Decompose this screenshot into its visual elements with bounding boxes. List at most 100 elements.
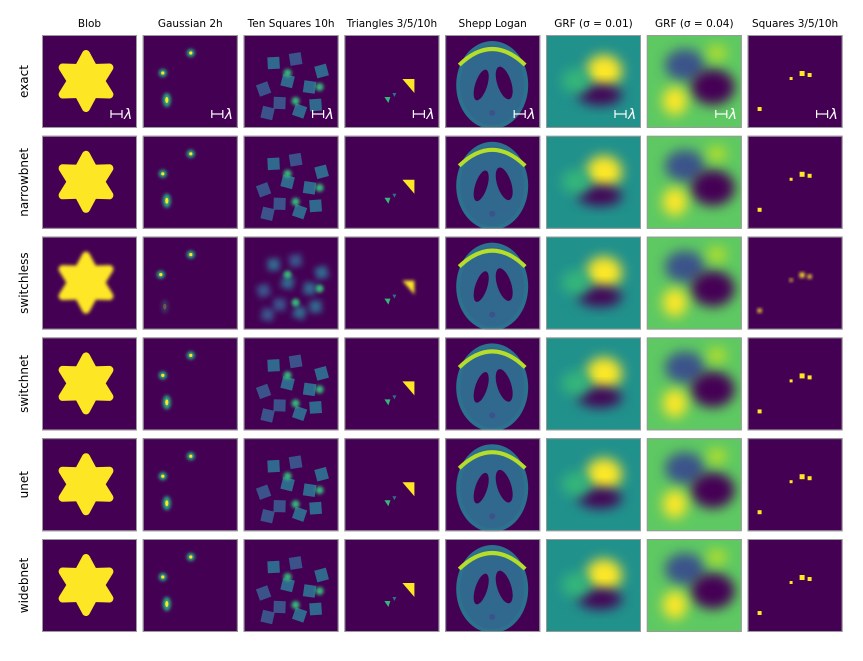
square-patch bbox=[288, 354, 303, 369]
heatmap-panel bbox=[747, 438, 843, 532]
square-patch bbox=[288, 152, 303, 167]
panel-content bbox=[255, 455, 329, 524]
phantom-inner bbox=[460, 549, 525, 629]
grf-high bbox=[586, 458, 622, 491]
square-patch bbox=[267, 258, 280, 271]
gaussian-spot-core bbox=[161, 71, 165, 75]
heatmap-panel: λ bbox=[546, 35, 641, 128]
phantom-rim bbox=[457, 349, 527, 369]
gaussian-spot-core bbox=[165, 97, 169, 103]
square-patch bbox=[260, 408, 275, 423]
square-patch bbox=[302, 382, 317, 397]
panel-border bbox=[42, 135, 137, 229]
square-small bbox=[757, 207, 762, 212]
blob-shape bbox=[58, 50, 114, 112]
scale-bar-label: λ bbox=[829, 107, 838, 123]
scale-bar-label: λ bbox=[627, 107, 636, 123]
panel-content bbox=[456, 141, 529, 229]
phantom-right-lobe bbox=[495, 66, 513, 100]
phantom-right-lobe bbox=[495, 469, 513, 503]
panel-background bbox=[344, 438, 440, 532]
square-small bbox=[799, 71, 805, 76]
panel-content bbox=[158, 49, 195, 107]
gaussian-spot-core bbox=[189, 555, 193, 559]
square-patch bbox=[291, 103, 308, 119]
square-small bbox=[789, 278, 793, 282]
heatmap-panel bbox=[42, 337, 137, 431]
square-patch bbox=[302, 181, 317, 195]
panel-content bbox=[562, 458, 622, 509]
square-small bbox=[807, 274, 812, 279]
phantom-left-lobe bbox=[473, 271, 489, 302]
square-patch bbox=[314, 466, 329, 482]
gaussian-spot bbox=[160, 299, 169, 314]
scale-bar-label: λ bbox=[224, 107, 233, 123]
panel-border bbox=[445, 438, 541, 532]
phantom-inner bbox=[460, 448, 525, 529]
square-highlight bbox=[291, 601, 300, 609]
square-patch bbox=[273, 499, 286, 513]
square-highlight bbox=[291, 197, 300, 206]
panel-content bbox=[662, 448, 735, 519]
heatmap-panel bbox=[445, 135, 541, 229]
panel-border bbox=[243, 438, 339, 532]
heatmap-panel bbox=[344, 135, 440, 229]
column-title: Shepp Logan bbox=[459, 18, 527, 30]
heatmap-panel bbox=[445, 539, 541, 632]
panel-content bbox=[456, 41, 529, 128]
heatmap-panel bbox=[646, 337, 742, 431]
panel-background bbox=[747, 438, 843, 532]
phantom-rim bbox=[457, 551, 527, 571]
phantom-inner bbox=[460, 347, 525, 428]
gaussian-spot-core bbox=[159, 273, 163, 277]
square-small bbox=[789, 480, 793, 484]
phantom-left-lobe bbox=[473, 372, 489, 403]
heatmap-panel bbox=[142, 337, 238, 431]
square-small bbox=[757, 409, 762, 414]
panel-border bbox=[445, 135, 541, 229]
panel-border bbox=[42, 539, 137, 632]
phantom-rim bbox=[457, 248, 527, 269]
square-patch bbox=[260, 307, 275, 322]
heatmap-panel bbox=[42, 236, 137, 330]
square-patch bbox=[309, 199, 323, 213]
panel-border bbox=[42, 337, 137, 431]
panel-border bbox=[445, 35, 541, 128]
panel-content bbox=[757, 272, 812, 313]
square-patch bbox=[314, 63, 329, 79]
grf-high bbox=[586, 559, 622, 591]
square-patch bbox=[273, 600, 286, 614]
phantom-right-lobe bbox=[495, 268, 513, 301]
square-patch bbox=[260, 206, 275, 221]
phantom-right-lobe bbox=[495, 570, 513, 604]
panel-content bbox=[757, 171, 812, 212]
triangle-large bbox=[402, 381, 415, 396]
square-highlight bbox=[291, 399, 300, 408]
phantom-left-lobe bbox=[473, 69, 489, 101]
heatmap-panel bbox=[243, 539, 339, 632]
panel-content bbox=[255, 152, 329, 221]
panel-background bbox=[344, 539, 440, 632]
phantom-dot bbox=[489, 614, 496, 620]
panel-content bbox=[757, 474, 812, 515]
phantom-right-lobe bbox=[495, 369, 513, 402]
panel-content bbox=[562, 357, 622, 408]
square-small bbox=[789, 77, 793, 80]
square-patch bbox=[255, 282, 272, 299]
square-patch bbox=[267, 157, 280, 171]
square-patch bbox=[280, 275, 295, 290]
panel-content bbox=[662, 145, 735, 216]
square-patch bbox=[255, 585, 272, 601]
heatmap-panel: λ bbox=[747, 35, 843, 128]
square-small bbox=[757, 611, 762, 615]
square-patch bbox=[260, 105, 275, 121]
gaussian-spot-core bbox=[161, 373, 165, 377]
heatmap-panel bbox=[142, 539, 238, 632]
panel-background bbox=[142, 35, 238, 128]
triangle-small bbox=[384, 500, 391, 507]
heatmap-panel bbox=[243, 236, 339, 330]
grf-low bbox=[578, 589, 622, 609]
grf-mid bbox=[562, 69, 590, 93]
blob-shape bbox=[58, 453, 114, 516]
column-title: Gaussian 2h bbox=[158, 18, 223, 30]
